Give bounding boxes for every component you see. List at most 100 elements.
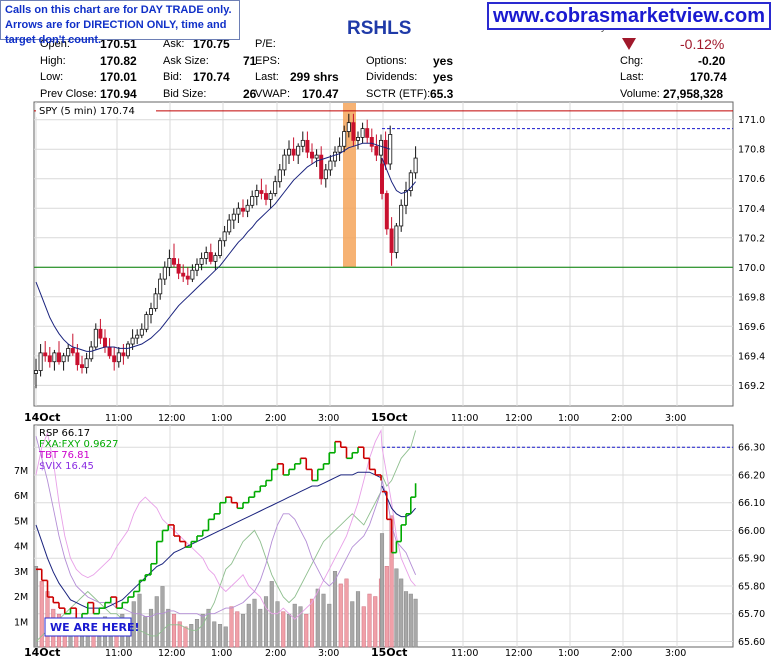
volume-bar-day1 [177, 621, 182, 648]
rsp-right-tick-label: 66.30 [738, 443, 765, 454]
candle-body-day2 [394, 225, 399, 253]
candle-body-day1 [259, 190, 264, 194]
candle-body-day2 [379, 163, 384, 194]
candle-body-day1 [75, 352, 80, 366]
candle-body-day1 [254, 190, 259, 197]
volume-bar-day1 [246, 603, 251, 648]
volume-bar-day1 [286, 613, 292, 648]
price-x-ticks: 14Oct 11:00 12:00 1:00 2:00 3:00 15Oct 11:00 12:… [24, 411, 686, 424]
volume-bar-day1 [252, 598, 257, 648]
candle-body-day1 [282, 154, 287, 171]
candle-body-day1 [121, 352, 126, 357]
rsp-x-tick-label: 12:00 [505, 648, 532, 659]
price-x-tick-label: 3:00 [665, 413, 686, 424]
candle-body-day1 [162, 266, 167, 280]
price-x-tick-label: 14Oct [24, 411, 60, 424]
volume-bar-day1 [240, 613, 246, 648]
volume-bar-day2 [384, 566, 389, 648]
bid-size-label: Bid Size: [163, 88, 207, 100]
open-label: Open: [40, 38, 70, 50]
candle-body-day1 [227, 219, 232, 233]
volume-bar-day1 [373, 596, 378, 648]
candle-body-day1 [236, 207, 241, 215]
price-legend-bg [36, 104, 156, 117]
callout-box [44, 617, 132, 637]
volume-bar-day1 [183, 626, 188, 648]
candle-body-day1 [378, 139, 383, 156]
price-candles [34, 113, 418, 389]
candle-body-day1 [351, 122, 356, 141]
note-line-1: Calls on this chart are for DAY TRADE on… [5, 4, 232, 16]
volume-bar-day1 [304, 613, 309, 648]
volume-bar-day1 [148, 608, 154, 648]
candle-body-day1 [245, 204, 250, 212]
rsp-right-tick-label: 66.00 [738, 526, 765, 537]
ask-size-value: 71 [243, 54, 257, 68]
high-label: High: [40, 55, 66, 67]
rsp-volume-tick-label: 5M [14, 516, 28, 527]
options-label: Options: [366, 55, 407, 67]
low-value: 170.01 [100, 70, 137, 84]
volume-bar-day1 [171, 613, 177, 648]
prev-close-value: 170.94 [100, 87, 137, 101]
price-x-tick-label: 11:00 [105, 413, 132, 424]
website-banner[interactable]: www.cobrasmarketview.com [487, 2, 771, 30]
rsp-volume-ticks: 7M 6M 5M 4M 3M 2M 1M [14, 466, 28, 628]
candle-body-day1 [309, 151, 314, 159]
volume-bar-day2 [408, 593, 413, 648]
change-percent: -0.12% [680, 36, 725, 52]
price-x-tick-label: 12:00 [505, 413, 532, 424]
candle-body-day1 [208, 252, 213, 262]
candle-body-day1 [66, 348, 71, 357]
candle-body-day1 [52, 352, 57, 363]
candle-body-day2 [399, 204, 404, 227]
candle-body-day1 [240, 207, 245, 212]
volume-bar-day1 [206, 608, 211, 648]
volume-bar-day1 [166, 608, 171, 648]
candle-body-day2 [389, 228, 394, 253]
candle-body-day1 [300, 139, 305, 147]
candle-body-day1 [126, 343, 131, 357]
volume-bar-day1 [235, 611, 240, 648]
volume-bar-day1 [33, 566, 39, 648]
volume-bar-day1 [258, 608, 263, 648]
sctr-value: 65.3 [430, 87, 454, 101]
candle-body-day2 [408, 172, 413, 191]
candle-body-day2 [413, 157, 418, 174]
rsp-indicator-lines [35, 428, 733, 642]
legend-fxa-fxy: FXA:FXY 0.9627 [39, 439, 119, 450]
candle-body-day1 [130, 337, 135, 345]
candle-body-day1 [374, 145, 379, 156]
rsp-x-tick-label: 1:00 [211, 648, 232, 659]
volume-bar-day1 [229, 606, 234, 648]
volume-bar-day2 [394, 568, 399, 648]
candle-body-day1 [112, 355, 117, 363]
last-label: Last: [255, 71, 279, 83]
ask-value: 170.75 [193, 37, 230, 51]
rsp-x-tick-label: 11:00 [105, 648, 132, 659]
volume-bar-day1 [223, 626, 228, 648]
candle-body-day1 [34, 370, 39, 374]
symbol-title-fragment: RSHLS [347, 18, 412, 39]
volume-bar-day1 [355, 591, 361, 648]
prev-close-label: Prev Close: [40, 88, 97, 100]
moving-average-day1 [35, 142, 391, 352]
candle-body-day1 [70, 348, 75, 354]
candle-body-day1 [135, 334, 140, 339]
candle-body-day1 [176, 263, 181, 274]
candle-body-day1 [222, 231, 227, 242]
volume-bar-day1 [281, 611, 286, 648]
volume-bar-day2 [379, 533, 385, 648]
rsp-right-tick-label: 65.70 [738, 609, 765, 620]
pe-label: P/E: [255, 38, 276, 50]
price-x-tick-label: 15Oct [371, 411, 407, 424]
rsp-legend: RSP 66.17 FXA:FXY 0.9627 TBT 76.81 $VIX … [38, 428, 119, 472]
price-y-tick-label: 169.8 [738, 292, 765, 303]
rsp-volume-tick-label: 2M [14, 592, 28, 603]
volume-bar-day1 [263, 596, 269, 648]
last-shares-value: 299 shrs [290, 70, 339, 84]
rsp-x-tick-label: 15Oct [371, 646, 407, 659]
candle-body-day2 [403, 190, 408, 206]
candle-body-day1 [89, 346, 94, 360]
